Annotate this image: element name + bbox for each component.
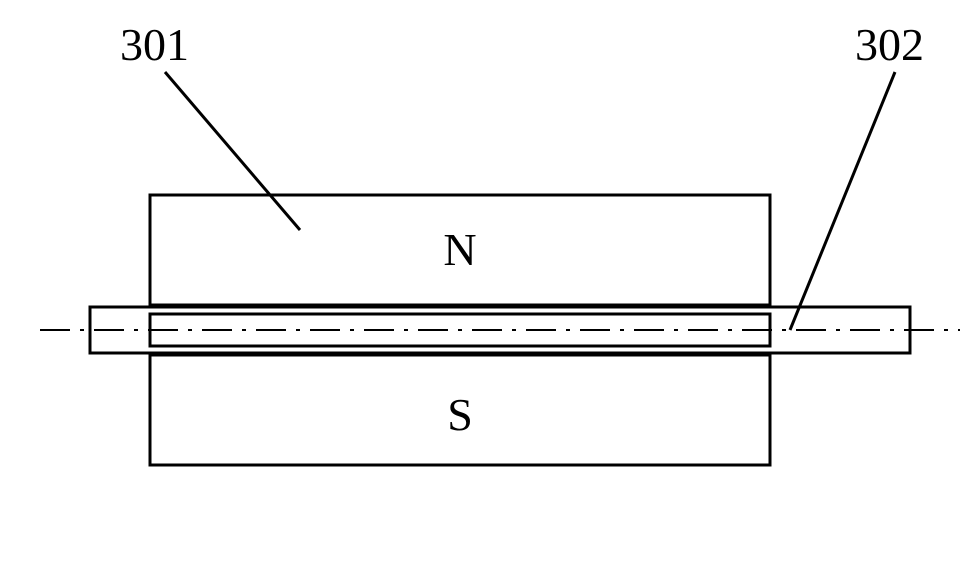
pole-label-s: S <box>447 389 473 440</box>
label-301: 301 <box>120 19 189 70</box>
label-302: 302 <box>855 19 924 70</box>
pole-label-n: N <box>443 224 476 275</box>
